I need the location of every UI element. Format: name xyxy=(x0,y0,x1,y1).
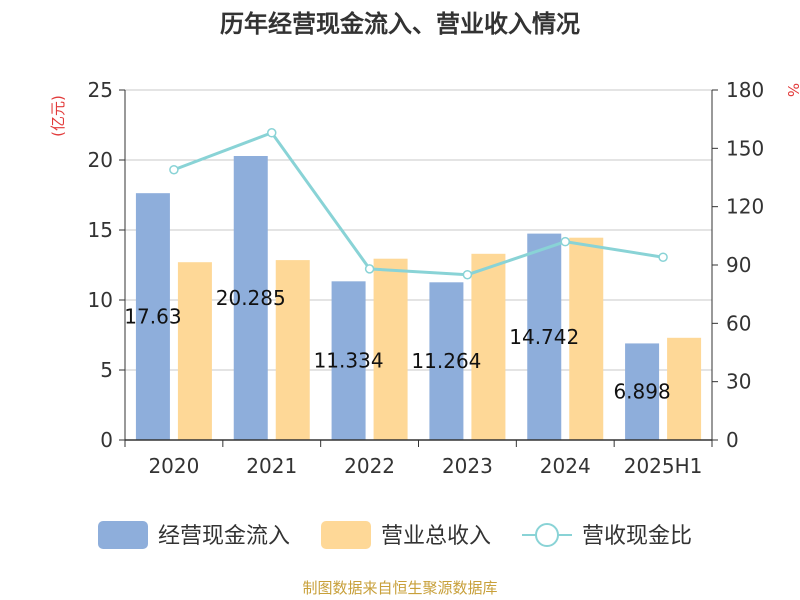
x-tick-label: 2020 xyxy=(148,454,199,478)
bar-cash-inflow xyxy=(429,282,464,440)
bar-revenue xyxy=(275,260,310,440)
bar-cash-inflow xyxy=(625,343,660,440)
bar-revenue xyxy=(373,258,408,440)
bar-revenue xyxy=(471,253,506,440)
bar-data-label: 20.285 xyxy=(216,286,286,310)
left-tick-label: 25 xyxy=(88,78,113,102)
ratio-point xyxy=(267,128,277,138)
left-tick-label: 15 xyxy=(88,218,113,242)
x-tick-label: 2022 xyxy=(344,454,395,478)
source-note: 制图数据来自恒生聚源数据库 xyxy=(302,579,497,597)
bar-data-label: 11.334 xyxy=(314,349,384,373)
left-tick-label: 0 xyxy=(100,428,113,452)
left-tick-label: 10 xyxy=(88,288,113,312)
x-tick-label: 2021 xyxy=(246,454,297,478)
right-tick-label: 30 xyxy=(726,370,751,394)
bar-data-label: 11.264 xyxy=(411,349,481,373)
ratio-point xyxy=(560,236,570,247)
bar-revenue xyxy=(667,337,702,440)
data-labels: 17.63 20.285 11.334 11.264 14.742 6.898 xyxy=(124,286,670,404)
legend-label: 营收现金比 xyxy=(582,524,692,549)
bar-cash-inflow xyxy=(233,156,268,440)
axes: 0 5 10 15 20 25 0 30 60 90 120 150 180 2020 2021 2022 20… xyxy=(88,78,765,478)
right-tick-label: 180 xyxy=(726,78,764,102)
legend-label: 经营现金流入 xyxy=(158,524,290,549)
bar-revenue xyxy=(177,262,212,440)
right-tick-label: 120 xyxy=(726,195,764,219)
x-tick-label: 2023 xyxy=(442,454,493,478)
ratio-point xyxy=(364,264,375,274)
grid-lines xyxy=(125,89,712,371)
ratio-point xyxy=(658,252,668,262)
bar-cash-inflow xyxy=(331,281,366,440)
left-tick-label: 20 xyxy=(88,148,113,172)
right-tick-label: 150 xyxy=(726,136,764,160)
ratio-point xyxy=(462,269,473,280)
bar-cash-inflow xyxy=(527,233,562,440)
right-tick-label: 90 xyxy=(726,253,751,277)
legend: 经营现金流入 营业总收入 营收现金比 xyxy=(98,521,692,549)
left-tick-label: 5 xyxy=(100,358,113,382)
chart-title: 历年经营现金流入、营业收入情况 xyxy=(220,10,580,38)
bar-cash-inflow xyxy=(135,193,170,440)
ratio-point xyxy=(169,164,179,175)
legend-swatch-revenue xyxy=(321,521,371,549)
right-tick-label: 60 xyxy=(726,311,751,335)
bar-revenue xyxy=(569,237,604,440)
bar-data-label: 14.742 xyxy=(509,325,579,349)
ratio-line xyxy=(173,130,664,277)
legend-label: 营业总收入 xyxy=(381,524,491,549)
x-tick-label: 2025H1 xyxy=(624,454,703,478)
right-axis-unit: % xyxy=(784,83,800,97)
bar-data-label: 6.898 xyxy=(613,380,670,404)
line-series xyxy=(169,128,668,280)
legend-swatch-cash-inflow xyxy=(98,521,148,549)
legend-marker-ratio xyxy=(535,523,559,547)
right-tick-label: 0 xyxy=(726,428,739,452)
left-axis-unit: (亿元) xyxy=(49,95,67,137)
bar-data-label: 17.63 xyxy=(124,305,181,329)
bar-series xyxy=(135,156,702,440)
x-tick-label: 2024 xyxy=(540,454,591,478)
